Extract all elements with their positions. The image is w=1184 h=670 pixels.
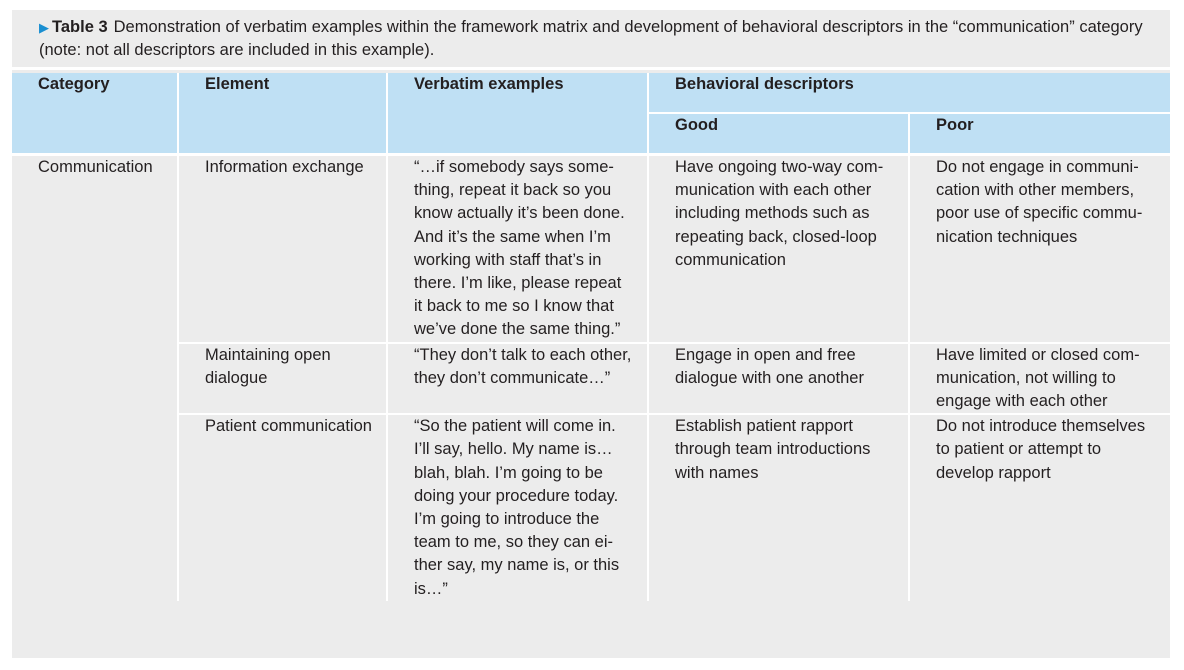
table-row: Maintaining open dialogue “They don’t ta…: [12, 342, 1171, 416]
element-cell: Patient communication: [178, 414, 388, 601]
element-cell: Information exchange: [178, 156, 388, 344]
table-container: ▶ Table 3 Demonstration of verbatim exampl…: [12, 10, 1171, 658]
subheader-row: Good Poor: [12, 113, 1171, 153]
element-cell: Maintaining open dialogue: [178, 342, 388, 416]
header-verbatim: Verbatim examples: [387, 73, 649, 153]
table-label: Table 3: [52, 18, 108, 36]
good-cell: Establish patient rapport through team i…: [648, 414, 910, 601]
table-row: Communication Information exchange “…if …: [12, 156, 1171, 601]
header-poor: Poor: [909, 113, 1171, 153]
table-caption: ▶ Table 3 Demonstration of verbatim exampl…: [12, 10, 1170, 70]
poor-cell: Do not introduce themselves to patient o…: [936, 417, 1146, 482]
verbatim-cell: “They don’t talk to each other, they don…: [387, 342, 649, 416]
header-good: Good: [648, 113, 910, 153]
header-row: Category Element Verbatim examples Behav…: [12, 73, 1171, 153]
header-behavioral-descriptors: Behavioral descriptors: [648, 73, 1171, 114]
caption-text: Demonstration of verbatim examples withi…: [39, 18, 1143, 59]
header-element: Element: [178, 73, 388, 153]
poor-cell: Do not engage in communi­cation with oth…: [909, 156, 1171, 344]
category-cell: Communication: [12, 156, 179, 601]
table-row: Patient communication “So the patient wi…: [12, 414, 1170, 601]
good-cell: Have ongoing two-way com­munication with…: [648, 156, 910, 344]
good-cell: Engage in open and free dialo­gue with o…: [648, 342, 910, 416]
verbatim-cell: “So the patient will come in. I’ll say, …: [387, 414, 649, 601]
framework-matrix-table: Category Element Verbatim examples Behav…: [12, 73, 1171, 601]
poor-cell: Have limited or closed com­munication, n…: [909, 342, 1171, 416]
header-category: Category: [12, 73, 179, 153]
verbatim-cell: “…if somebody says some­thing, repeat it…: [387, 156, 649, 344]
play-arrow-icon: ▶: [39, 20, 49, 35]
